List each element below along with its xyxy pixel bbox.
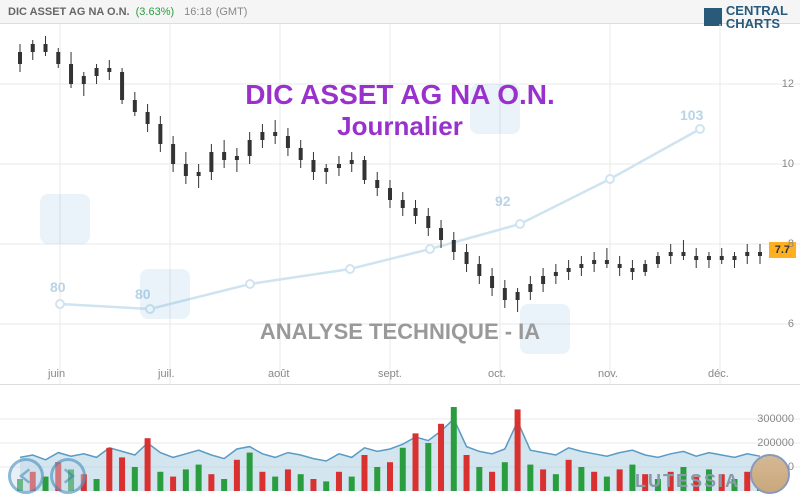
timezone: (GMT) — [216, 6, 248, 18]
volume-chart[interactable]: 100000200000300000 LUTESSIA — [0, 384, 800, 500]
svg-text:80: 80 — [50, 279, 66, 295]
x-axis-label: juil. — [158, 368, 175, 380]
price-chart[interactable]: 808092103 DIC ASSET AG NA O.N. Journalie… — [0, 24, 800, 384]
x-axis-label: nov. — [598, 368, 618, 380]
price-change: (3.63%) — [136, 6, 175, 18]
x-axis-label: oct. — [488, 368, 506, 380]
x-axis-label: déc. — [708, 368, 729, 380]
instrument-name: DIC ASSET AG NA O.N. — [8, 6, 130, 18]
x-axis-label: août — [268, 368, 289, 380]
avatar-icon[interactable] — [750, 454, 790, 494]
lutessia-brand: LUTESSIA — [635, 471, 740, 492]
y-axis-label: 12 — [782, 78, 794, 90]
price-chart-svg: 808092103 — [0, 24, 800, 384]
y-axis-label: 6 — [788, 318, 794, 330]
svg-text:103: 103 — [680, 107, 704, 123]
volume-axis-label: 200000 — [757, 437, 794, 449]
y-axis-label: 10 — [782, 158, 794, 170]
volume-axis-label: 300000 — [757, 413, 794, 425]
nav-next-button[interactable] — [50, 458, 86, 494]
nav-prev-button[interactable] — [8, 458, 44, 494]
svg-text:92: 92 — [495, 193, 511, 209]
x-axis-label: juin — [48, 368, 65, 380]
timestamp: 16:18 — [184, 6, 212, 18]
watermark-share-icon — [520, 304, 570, 354]
watermark-refresh-icon — [470, 84, 520, 134]
watermark-arrow-icon — [140, 269, 190, 319]
x-axis-label: sept. — [378, 368, 402, 380]
y-axis-label: 8 — [788, 238, 794, 250]
watermark-chart-icon — [40, 194, 90, 244]
chart-header: DIC ASSET AG NA O.N. (3.63%) 16:18 (GMT) — [0, 0, 800, 24]
